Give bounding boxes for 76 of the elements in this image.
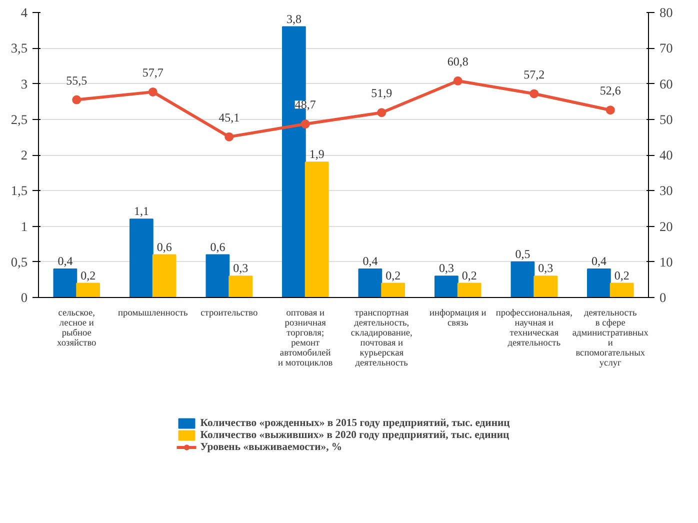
data-label: 0,3 xyxy=(538,261,554,276)
y-tick-label: 1 xyxy=(20,218,28,234)
bar xyxy=(76,282,100,298)
x-tick-label: промышленность xyxy=(118,308,188,318)
y-tick-label: 4 xyxy=(20,5,28,20)
x-tick-label: сельское, лесное и рыбное хозяйство xyxy=(57,308,97,348)
data-label: 1,1 xyxy=(134,204,149,218)
data-label: 0,2 xyxy=(80,268,96,282)
data-label: 0,2 xyxy=(462,268,477,282)
bar xyxy=(152,254,176,298)
x-tick-label: строительство xyxy=(200,308,258,318)
y-tick-label: 0,5 xyxy=(10,254,28,270)
data-label: 45,1 xyxy=(218,110,240,124)
point xyxy=(224,132,234,142)
data-label: 0,3 xyxy=(233,261,248,276)
x-tick-label: информация и связь xyxy=(429,308,486,328)
y-tick-label: 3 xyxy=(20,76,28,92)
data-label: 1,9 xyxy=(309,147,324,162)
x-tick-label: деятельность в сфере административных и вспомогательных услуг xyxy=(572,308,649,368)
point xyxy=(377,108,386,118)
bar xyxy=(304,162,329,298)
bar xyxy=(130,218,154,298)
data-label: 0,4 xyxy=(58,254,73,268)
data-label: 51,9 xyxy=(371,86,392,100)
bar xyxy=(381,282,405,298)
bar xyxy=(587,268,611,298)
point xyxy=(300,120,310,128)
bar xyxy=(206,254,230,298)
data-label: 3,8 xyxy=(286,12,302,26)
point xyxy=(148,87,158,96)
y2-tick-label: 20 xyxy=(660,218,674,234)
point xyxy=(530,89,539,98)
data-label: 52,6 xyxy=(600,84,621,98)
bar xyxy=(610,282,634,298)
data-label: 0,4 xyxy=(591,254,606,268)
y2-tick-label: 10 xyxy=(660,254,674,270)
bar xyxy=(53,268,78,298)
data-label: 0,2 xyxy=(614,268,630,282)
bar xyxy=(228,276,252,298)
y2-tick-label: 0 xyxy=(660,290,666,305)
x-tick-label: оптовая и розничная торговля; ремонт автомобилей и мотоциклов xyxy=(278,308,334,368)
y-tick-label: 2 xyxy=(20,148,28,162)
bar xyxy=(434,276,458,298)
y-tick-label: 0 xyxy=(20,290,28,305)
data-label: 0,4 xyxy=(362,254,378,268)
data-label: 48,7 xyxy=(294,98,316,112)
y2-tick-label: 80 xyxy=(660,5,674,20)
y2-tick-label: 60 xyxy=(660,76,674,92)
data-label: 57,7 xyxy=(142,66,164,80)
y-tick-label: 2,5 xyxy=(10,112,28,127)
data-label: 0,3 xyxy=(438,261,454,276)
x-tick-label: профессиональная, научная и техническая деятельность xyxy=(496,308,572,348)
data-label: 0,6 xyxy=(210,240,226,254)
data-label: 0,2 xyxy=(386,268,401,282)
point xyxy=(606,106,615,115)
x-tick-label: транспортная деятельность, складирование, почтовая и курьерская деятельность xyxy=(350,308,412,368)
legend-label: Количество «рожденных» в 2015 году предприятий, тыс. единиц xyxy=(200,417,510,429)
data-label: 0,6 xyxy=(156,240,172,254)
y-tick-label: 3,5 xyxy=(10,40,28,56)
point xyxy=(72,95,82,104)
bar xyxy=(457,282,482,298)
point xyxy=(453,76,462,86)
bar xyxy=(534,276,558,298)
legend-label: Уровень «выживаемости», % xyxy=(200,441,342,453)
bar xyxy=(358,268,382,298)
data-label: 55,5 xyxy=(66,73,88,88)
y-tick-label: 1,5 xyxy=(10,183,28,198)
y2-tick-label: 50 xyxy=(660,112,674,127)
data-label: 60,8 xyxy=(447,54,468,68)
y2-tick-label: 70 xyxy=(660,40,674,56)
bar xyxy=(510,261,535,298)
y2-tick-label: 40 xyxy=(660,148,674,162)
y2-tick-label: 30 xyxy=(660,183,674,198)
data-label: 57,2 xyxy=(524,67,545,82)
legend-label: Количество «выживших» в 2020 году предприятий, тыс. единиц xyxy=(200,429,510,441)
data-label: 0,5 xyxy=(515,246,530,261)
